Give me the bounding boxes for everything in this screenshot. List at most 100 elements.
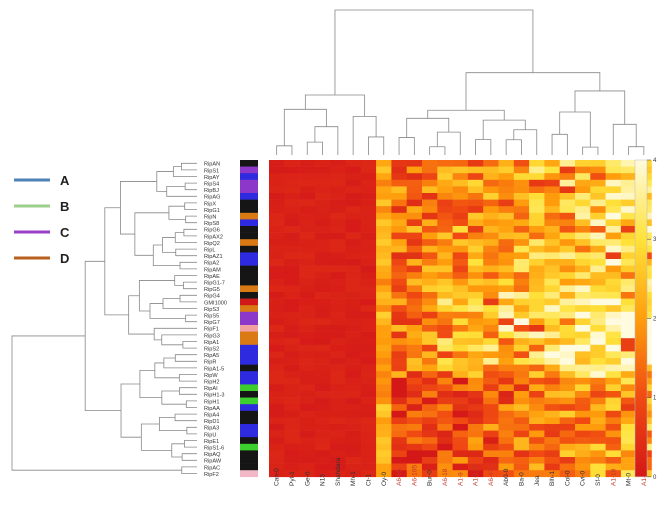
heat-cell: [284, 259, 300, 266]
heat-cell: [406, 443, 423, 451]
heat-cell: [422, 272, 438, 280]
heat-cell: [498, 443, 515, 451]
heat-cell: [467, 424, 484, 431]
heat-cell: [544, 298, 560, 306]
heat-cell: [330, 305, 346, 313]
column-dendrogram: [276, 9, 645, 155]
heat-cell: [498, 179, 515, 187]
heat-cell: [498, 364, 515, 372]
heat-cell: [284, 391, 300, 398]
heat-cell: [391, 437, 407, 445]
heat-cell: [284, 166, 300, 174]
heat-cell: [498, 391, 515, 398]
heat-cell: [376, 417, 392, 425]
heat-cell: [498, 437, 515, 445]
heat-cell: [376, 173, 392, 181]
heat-cell: [376, 450, 392, 458]
heat-cell: [345, 364, 362, 372]
heat-cell: [529, 252, 545, 260]
heat-cell: [314, 318, 331, 326]
heat-cell: [544, 377, 560, 385]
heat-cell: [513, 437, 530, 445]
heat-cell: [483, 206, 499, 214]
heat-cell: [590, 193, 606, 200]
heat-cell: [467, 331, 484, 339]
heat-cell: [467, 344, 484, 352]
heat-cell: [406, 239, 423, 247]
heat-cell: [391, 199, 407, 207]
group-cell: [240, 417, 258, 425]
column-label: A6-65: [396, 468, 403, 486]
heat-cell: [391, 377, 407, 385]
heat-cell: [284, 160, 300, 167]
heat-cell: [575, 338, 591, 346]
heat-cell: [422, 173, 438, 181]
heat-cell: [605, 397, 622, 405]
heat-cell: [406, 437, 423, 445]
heat-cell: [406, 325, 423, 332]
heat-cell: [513, 391, 530, 398]
heat-cell: [559, 239, 576, 247]
heat-cell: [452, 351, 469, 359]
heat-cell: [620, 318, 637, 326]
heat-cell: [360, 331, 377, 339]
heat-cell: [605, 265, 622, 273]
heat-cell: [284, 457, 300, 464]
heat-cell: [422, 305, 438, 313]
heat-cell: [575, 232, 591, 240]
heat-cell: [376, 245, 392, 253]
heat-cell: [391, 193, 407, 200]
group-cell: [240, 424, 258, 431]
heat-cell: [345, 443, 362, 451]
heat-cell: [376, 391, 392, 398]
heat-cell: [620, 391, 637, 398]
group-cell: [240, 450, 258, 458]
heat-cell: [452, 245, 469, 253]
heat-cell: [513, 358, 530, 365]
group-cell: [240, 358, 258, 365]
row-label: RipA2: [204, 261, 219, 267]
heat-cell: [498, 351, 515, 359]
heat-cell: [360, 219, 377, 227]
heat-cell: [498, 212, 515, 220]
heat-cell: [513, 311, 530, 319]
heat-cell: [284, 331, 300, 339]
color-scale-bar: 0 1 2 3 4: [634, 158, 657, 481]
heat-cell: [391, 351, 407, 359]
heat-cell: [452, 331, 469, 339]
heat-cell: [498, 397, 515, 405]
heat-cell: [314, 377, 331, 385]
heat-cell: [575, 186, 591, 194]
heat-cell: [330, 331, 346, 339]
heat-cell: [575, 160, 591, 167]
legend-label: C: [60, 225, 70, 240]
heat-cell: [330, 311, 346, 319]
row-dendro-branch: [184, 440, 197, 448]
heat-cell: [269, 410, 285, 418]
heat-cell: [345, 311, 362, 319]
heat-cell: [620, 298, 637, 306]
heat-cell: [406, 193, 423, 200]
heat-cell: [559, 272, 576, 280]
row-dendro-branch: [152, 244, 181, 266]
heat-cell: [406, 311, 423, 319]
heat-cell: [330, 351, 346, 359]
heat-cell: [376, 338, 392, 346]
heat-cell: [391, 318, 407, 326]
heat-cell: [575, 470, 591, 478]
row-dendro-branch: [172, 166, 197, 177]
heat-cell: [314, 358, 331, 365]
heat-cell: [406, 219, 423, 227]
heat-cell: [284, 344, 300, 352]
heat-cell: [467, 160, 484, 167]
heat-cell: [529, 463, 545, 471]
heat-cell: [513, 305, 530, 313]
heat-cell: [513, 285, 530, 293]
heat-cell: [406, 259, 423, 266]
heat-cell: [345, 245, 362, 253]
heat-cell: [314, 259, 331, 266]
heat-cell: [467, 179, 484, 187]
heat-cell: [544, 245, 560, 253]
heat-cell: [422, 219, 438, 227]
heat-cell: [437, 410, 453, 418]
